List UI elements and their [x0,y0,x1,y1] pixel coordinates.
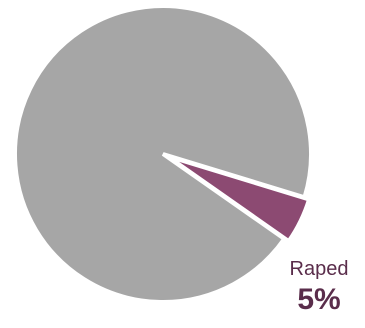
slice-label-raped-name: Raped [289,258,349,280]
slice-label-raped: Raped 5% [281,257,357,317]
pie-slice-other [13,4,313,304]
pie-slice-raped [166,154,312,244]
slice-label-raped-value: 5% [297,283,341,316]
